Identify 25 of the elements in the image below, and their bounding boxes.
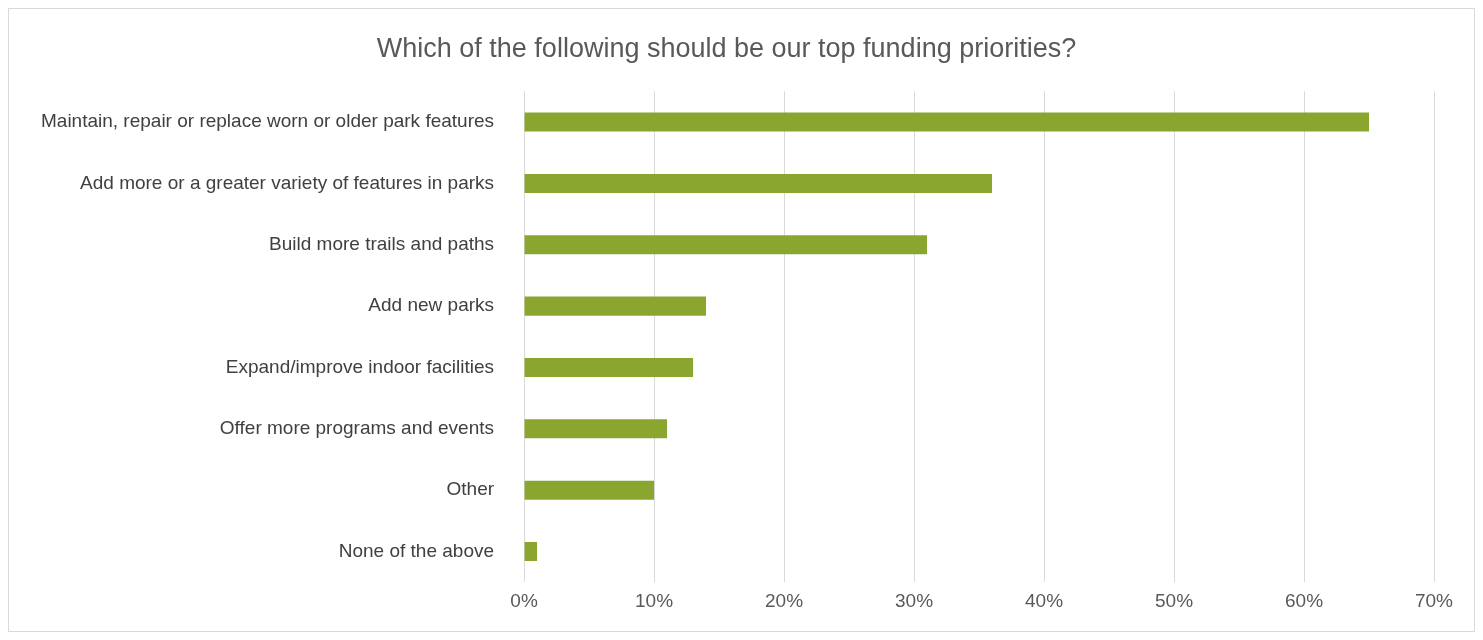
x-tick-label: 30%	[895, 589, 934, 611]
bar	[524, 419, 668, 439]
x-tick-label: 40%	[1025, 589, 1064, 611]
y-tick-label: Maintain, repair or replace worn or older park features	[40, 110, 495, 132]
x-tick-label: 50%	[1155, 589, 1194, 611]
bar	[524, 112, 1369, 132]
bar	[524, 173, 993, 193]
x-tick-label: 20%	[765, 589, 804, 611]
y-tick-label: Add new parks	[368, 294, 495, 316]
y-tick-label: Add more or a greater variety of features in parks	[80, 171, 495, 193]
bar	[524, 480, 655, 500]
y-tick-label: Offer more programs and events	[219, 417, 495, 439]
y-tick-label: Build more trails and paths	[269, 233, 495, 255]
x-tick-label: 70%	[1414, 589, 1454, 611]
bar	[524, 542, 538, 562]
y-tick-label: Expand/improve indoor facilities	[225, 355, 495, 377]
x-tick-label: 0%	[510, 589, 538, 611]
x-tick-label: 10%	[635, 589, 674, 611]
bar	[524, 296, 707, 316]
y-tick-label: Other	[446, 478, 495, 500]
x-tick-label: 60%	[1284, 589, 1324, 611]
chart-title: Which of the following should be our top funding priorities?	[376, 32, 1077, 63]
bar	[524, 235, 928, 255]
y-tick-label: None of the above	[338, 539, 495, 561]
bar	[524, 357, 694, 377]
